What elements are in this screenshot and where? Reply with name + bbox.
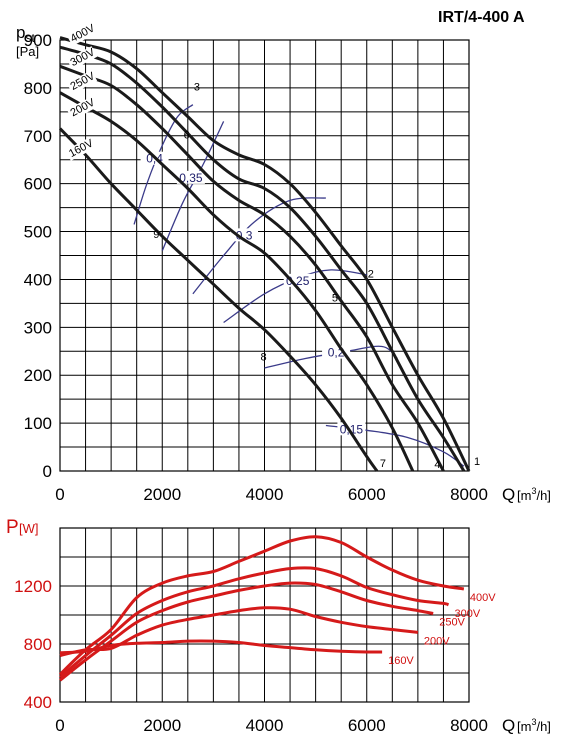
power-plot-frame	[59, 527, 470, 703]
pressure-curve	[59, 64, 445, 472]
flow-tick-label-top: 8000	[450, 485, 488, 504]
operating-point-label: 2	[368, 268, 374, 280]
iso-power-label-bg	[322, 345, 351, 359]
pressure-curve-label-bg	[66, 46, 98, 70]
pressure-tick-label: 0	[43, 462, 52, 481]
pressure-tick-label: 200	[24, 366, 52, 385]
power-curve	[58, 535, 465, 676]
iso-power-lines: 0,40,350,30,250,20,15	[133, 104, 465, 467]
chart-title: IRT/4-400 A	[438, 9, 525, 26]
power-axis-unit: [W]	[19, 521, 39, 536]
flow-tick-label-bottom: 2000	[143, 716, 181, 735]
iso-power-label-bg	[230, 228, 259, 242]
power-curve-label: 200V	[424, 635, 450, 647]
operating-point-label: 4	[434, 459, 440, 471]
operating-points: 1 2 3 4 5 6 7 8 9	[153, 82, 480, 471]
pressure-tick-label: 400	[24, 270, 52, 289]
power-curve	[59, 581, 434, 682]
pressure-tick-label: 700	[24, 127, 52, 146]
pressure-curve-label-bg	[66, 70, 98, 94]
iso-power-label-bg	[176, 170, 205, 184]
flow-axis-label-bottom: Q	[502, 716, 515, 735]
pressure-curve	[58, 127, 379, 472]
pressure-tick-label: 800	[24, 79, 52, 98]
flow-tick-label-top: 6000	[348, 485, 386, 504]
pressure-axis-unit: [Pa]	[16, 44, 39, 59]
operating-point-label: 5	[332, 292, 338, 304]
flow-axis-label-top: Q	[502, 485, 515, 504]
power-curve	[59, 639, 383, 655]
power-curve-label: 250V	[439, 617, 465, 629]
power-ticks: 400 800 1200 0 2000 4000 6000 8000	[14, 577, 488, 735]
power-tick-label: 800	[24, 635, 52, 654]
flow-tick-label-top: 4000	[246, 485, 284, 504]
pressure-chart: 0,40,350,30,250,20,15 400V300V250V200V16…	[16, 22, 551, 504]
pressure-tick-label: 300	[24, 318, 52, 337]
operating-point-label: 6	[184, 130, 190, 142]
pressure-curve-label-bg	[65, 137, 96, 161]
pressure-axis-label: pst	[16, 23, 35, 45]
pressure-curve	[59, 91, 415, 472]
iso-power-line	[192, 197, 326, 295]
pressure-plot-frame	[59, 39, 470, 472]
pressure-curve-label-bg	[66, 96, 98, 121]
pressure-curve	[59, 45, 466, 472]
iso-power-label-bg	[283, 273, 312, 287]
flow-tick-label-top: 2000	[143, 485, 181, 504]
operating-point-label: 1	[474, 456, 480, 468]
iso-power-label: 0,35	[179, 171, 203, 185]
pressure-tick-label: 100	[24, 414, 52, 433]
pressure-tick-label: 500	[24, 223, 52, 242]
power-curve-label: 300V	[455, 608, 481, 620]
flow-tick-label-bottom: 4000	[246, 716, 284, 735]
operating-point-label: 9	[153, 229, 159, 241]
flow-tick-label-top: 0	[55, 485, 64, 504]
pressure-tick-label: 600	[24, 175, 52, 194]
pressure-ticks: 0 100 200 300 400 500 600 700 800 900 0 2000 4000 600…	[24, 31, 488, 504]
power-tick-label: 400	[24, 693, 52, 712]
flow-axis-unit-bottom: [m3/h]	[517, 717, 551, 734]
power-axis-label: P	[6, 517, 19, 538]
flow-tick-label-bottom: 0	[55, 716, 64, 735]
flow-axis-unit-top: [m3/h]	[517, 486, 551, 503]
operating-point-label: 7	[380, 458, 386, 470]
power-tick-label: 1200	[14, 577, 52, 596]
pressure-tick-label: 900	[24, 31, 52, 50]
power-curve-label: 400V	[470, 592, 496, 604]
power-curve-label: 160V	[388, 655, 414, 667]
power-curve	[59, 566, 450, 679]
pressure-curve-label-bg	[66, 22, 98, 46]
operating-point-label: 3	[194, 82, 200, 94]
flow-tick-label-bottom: 6000	[348, 716, 386, 735]
operating-point-label: 8	[261, 351, 267, 363]
pressure-curve	[59, 36, 471, 472]
iso-power-label: 0,25	[286, 274, 310, 288]
flow-tick-label-bottom: 8000	[450, 716, 488, 735]
